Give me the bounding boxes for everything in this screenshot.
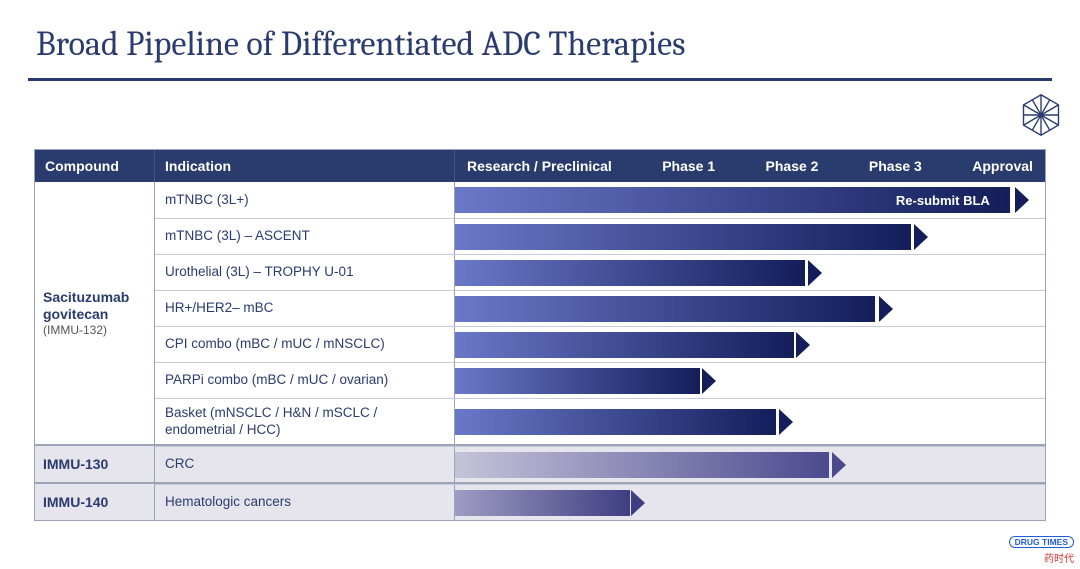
- phase-label: Research / Preclinical: [467, 158, 612, 174]
- bar-cell: [455, 254, 1045, 290]
- pipeline-table: Compound Indication Research / Preclinic…: [34, 149, 1046, 521]
- bar-arrow-tip: [808, 260, 822, 286]
- watermark-text: 药时代: [1044, 554, 1074, 565]
- progress-bar: [455, 332, 794, 358]
- bar-arrow-tip: [914, 224, 928, 250]
- phase-label: Phase 1: [662, 158, 715, 174]
- indication-cell: mTNBC (3L) – ASCENT: [155, 218, 455, 254]
- progress-bar: [455, 452, 829, 478]
- bar-cell: [455, 362, 1045, 398]
- bar-stack: [455, 446, 1045, 482]
- progress-bar: [455, 490, 630, 516]
- company-logo-icon: [1018, 92, 1064, 138]
- bar-arrow-tip: [879, 296, 893, 322]
- title-rule: [28, 78, 1052, 81]
- bar-cell: [455, 484, 1045, 520]
- bar-arrow-tip: [1015, 187, 1029, 213]
- bar-arrow-tip: [631, 490, 645, 516]
- indication-cell: mTNBC (3L+): [155, 182, 455, 218]
- bar-cell: [455, 446, 1045, 482]
- phase-label: Phase 2: [766, 158, 819, 174]
- phase-label: Phase 3: [869, 158, 922, 174]
- bar-cell: [455, 218, 1045, 254]
- bar-arrow-tip: [832, 452, 846, 478]
- progress-bar: [455, 296, 875, 322]
- compound-name: IMMU-140: [43, 494, 146, 511]
- progress-bar: Re-submit BLA: [455, 187, 1010, 213]
- phase-label: Approval: [972, 158, 1033, 174]
- bar-arrow-tip: [779, 409, 793, 435]
- indication-cell: CRC: [155, 446, 455, 482]
- indication-stack: Hematologic cancers: [155, 484, 455, 520]
- indication-cell: PARPi combo (mBC / mUC / ovarian): [155, 362, 455, 398]
- header-phases: Research / Preclinical Phase 1 Phase 2 P…: [455, 150, 1045, 182]
- bar-stack: [455, 484, 1045, 520]
- bar-stack: Re-submit BLA: [455, 182, 1045, 444]
- bar-cell: [455, 398, 1045, 444]
- pipeline-body: Sacituzumab govitecan(IMMU-132)mTNBC (3L…: [35, 182, 1045, 520]
- indication-cell: CPI combo (mBC / mUC / mNSCLC): [155, 326, 455, 362]
- progress-bar: [455, 368, 700, 394]
- indication-cell: Hematologic cancers: [155, 484, 455, 520]
- bar-arrow-tip: [702, 368, 716, 394]
- bar-arrow-tip: [796, 332, 810, 358]
- progress-bar: [455, 224, 911, 250]
- slide: Broad Pipeline of Differentiated ADC The…: [0, 0, 1080, 569]
- compound-name: Sacituzumab govitecan: [43, 289, 146, 323]
- watermark-badge: DRUG TIMES: [1009, 536, 1074, 548]
- indication-stack: mTNBC (3L+)mTNBC (3L) – ASCENTUrothelial…: [155, 182, 455, 444]
- progress-bar: [455, 409, 776, 435]
- bar-cell: [455, 290, 1045, 326]
- indication-cell: Basket (mNSCLC / H&N / mSCLC / endometri…: [155, 398, 455, 444]
- indication-cell: HR+/HER2– mBC: [155, 290, 455, 326]
- header-indication: Indication: [155, 150, 455, 182]
- indication-cell: Urothelial (3L) – TROPHY U-01: [155, 254, 455, 290]
- compound-cell: IMMU-130: [35, 446, 155, 482]
- header-compound: Compound: [35, 150, 155, 182]
- progress-bar: [455, 260, 805, 286]
- bar-cell: Re-submit BLA: [455, 182, 1045, 218]
- compound-cell: IMMU-140: [35, 484, 155, 520]
- bar-label: Re-submit BLA: [896, 193, 990, 208]
- bar-cell: [455, 326, 1045, 362]
- slide-title: Broad Pipeline of Differentiated ADC The…: [0, 24, 1080, 78]
- compound-code: (IMMU-132): [43, 323, 146, 337]
- compound-name: IMMU-130: [43, 456, 146, 473]
- watermark: DRUG TIMES 药时代: [1009, 536, 1074, 565]
- indication-stack: CRC: [155, 446, 455, 482]
- compound-cell: Sacituzumab govitecan(IMMU-132): [35, 182, 155, 444]
- pipeline-header-row: Compound Indication Research / Preclinic…: [35, 150, 1045, 182]
